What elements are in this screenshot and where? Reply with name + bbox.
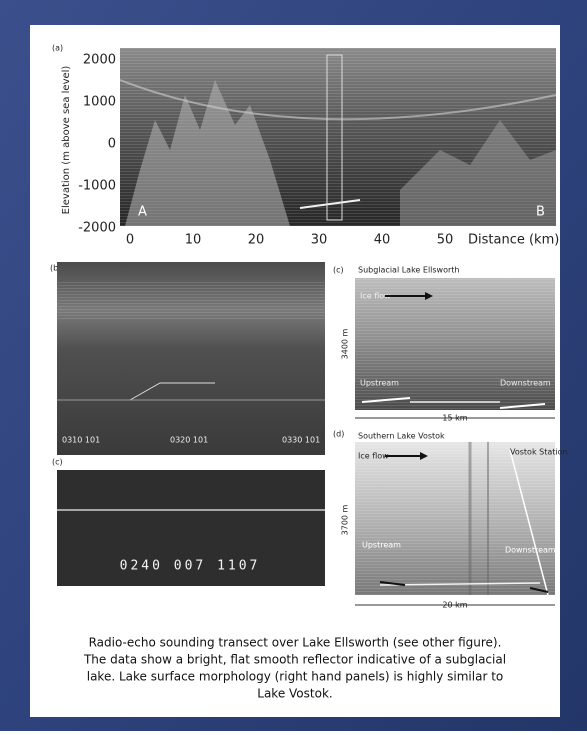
figure-page: (a) Elevation (m above sea level) 200010… bbox=[0, 0, 587, 731]
x-tick-label: 40 bbox=[374, 233, 391, 248]
trace-label: 0330 101 bbox=[282, 436, 320, 445]
start-label: A bbox=[138, 205, 147, 220]
y-tick-label: 1000 bbox=[83, 95, 116, 110]
x-tick-label: 0 bbox=[126, 233, 134, 248]
downstream-label: Downstream bbox=[500, 379, 551, 388]
ice-flow-label: Ice flow bbox=[358, 452, 389, 461]
page: (a) Elevation (m above sea level) 200010… bbox=[0, 0, 587, 731]
y-tick-label: 0 bbox=[108, 137, 116, 152]
radar-layers bbox=[355, 442, 555, 595]
scale-y: 3400 m bbox=[341, 328, 350, 359]
scale-y: 3700 m bbox=[341, 504, 350, 535]
station-label: Vostok Station bbox=[510, 448, 568, 457]
scale-x: 20 km bbox=[442, 601, 467, 610]
panel-label: (c) bbox=[52, 458, 63, 467]
panel-label: (a) bbox=[52, 44, 63, 53]
x-tick-label: 50 bbox=[437, 233, 454, 248]
panel-label: (d) bbox=[333, 430, 344, 439]
trace-label: 0320 101 bbox=[170, 436, 208, 445]
readout: 0240 007 1107 bbox=[120, 559, 261, 574]
speckle-band bbox=[57, 280, 325, 320]
caption-line: lake. Lake surface morphology (right han… bbox=[87, 670, 504, 684]
y-tick-label: 2000 bbox=[83, 53, 116, 68]
scale-x: 15 km bbox=[442, 414, 467, 423]
caption-line: Radio-echo sounding transect over Lake E… bbox=[89, 636, 502, 650]
panel-title: Southern Lake Vostok bbox=[358, 432, 445, 441]
panel-title: Subglacial Lake Ellsworth bbox=[358, 266, 460, 275]
y-tick-label: -1000 bbox=[78, 179, 116, 194]
upstream-label: Upstream bbox=[360, 379, 399, 388]
y-tick-label: -2000 bbox=[78, 221, 116, 236]
end-label: B bbox=[536, 205, 545, 220]
caption-line: The data show a bright, flat smooth refl… bbox=[83, 653, 506, 667]
upstream-label: Upstream bbox=[362, 541, 401, 550]
x-tick-label: 10 bbox=[185, 233, 202, 248]
y-axis-label: Elevation (m above sea level) bbox=[61, 66, 72, 215]
x-tick-label: 20 bbox=[248, 233, 265, 248]
x-tick-label: 30 bbox=[311, 233, 328, 248]
downstream-label: Downstream bbox=[505, 546, 556, 555]
caption-line: Lake Vostok. bbox=[257, 687, 332, 701]
panel-label: (c) bbox=[333, 266, 344, 275]
trace-label: 0310 101 bbox=[62, 436, 100, 445]
x-axis-label: Distance (km) bbox=[468, 233, 559, 248]
